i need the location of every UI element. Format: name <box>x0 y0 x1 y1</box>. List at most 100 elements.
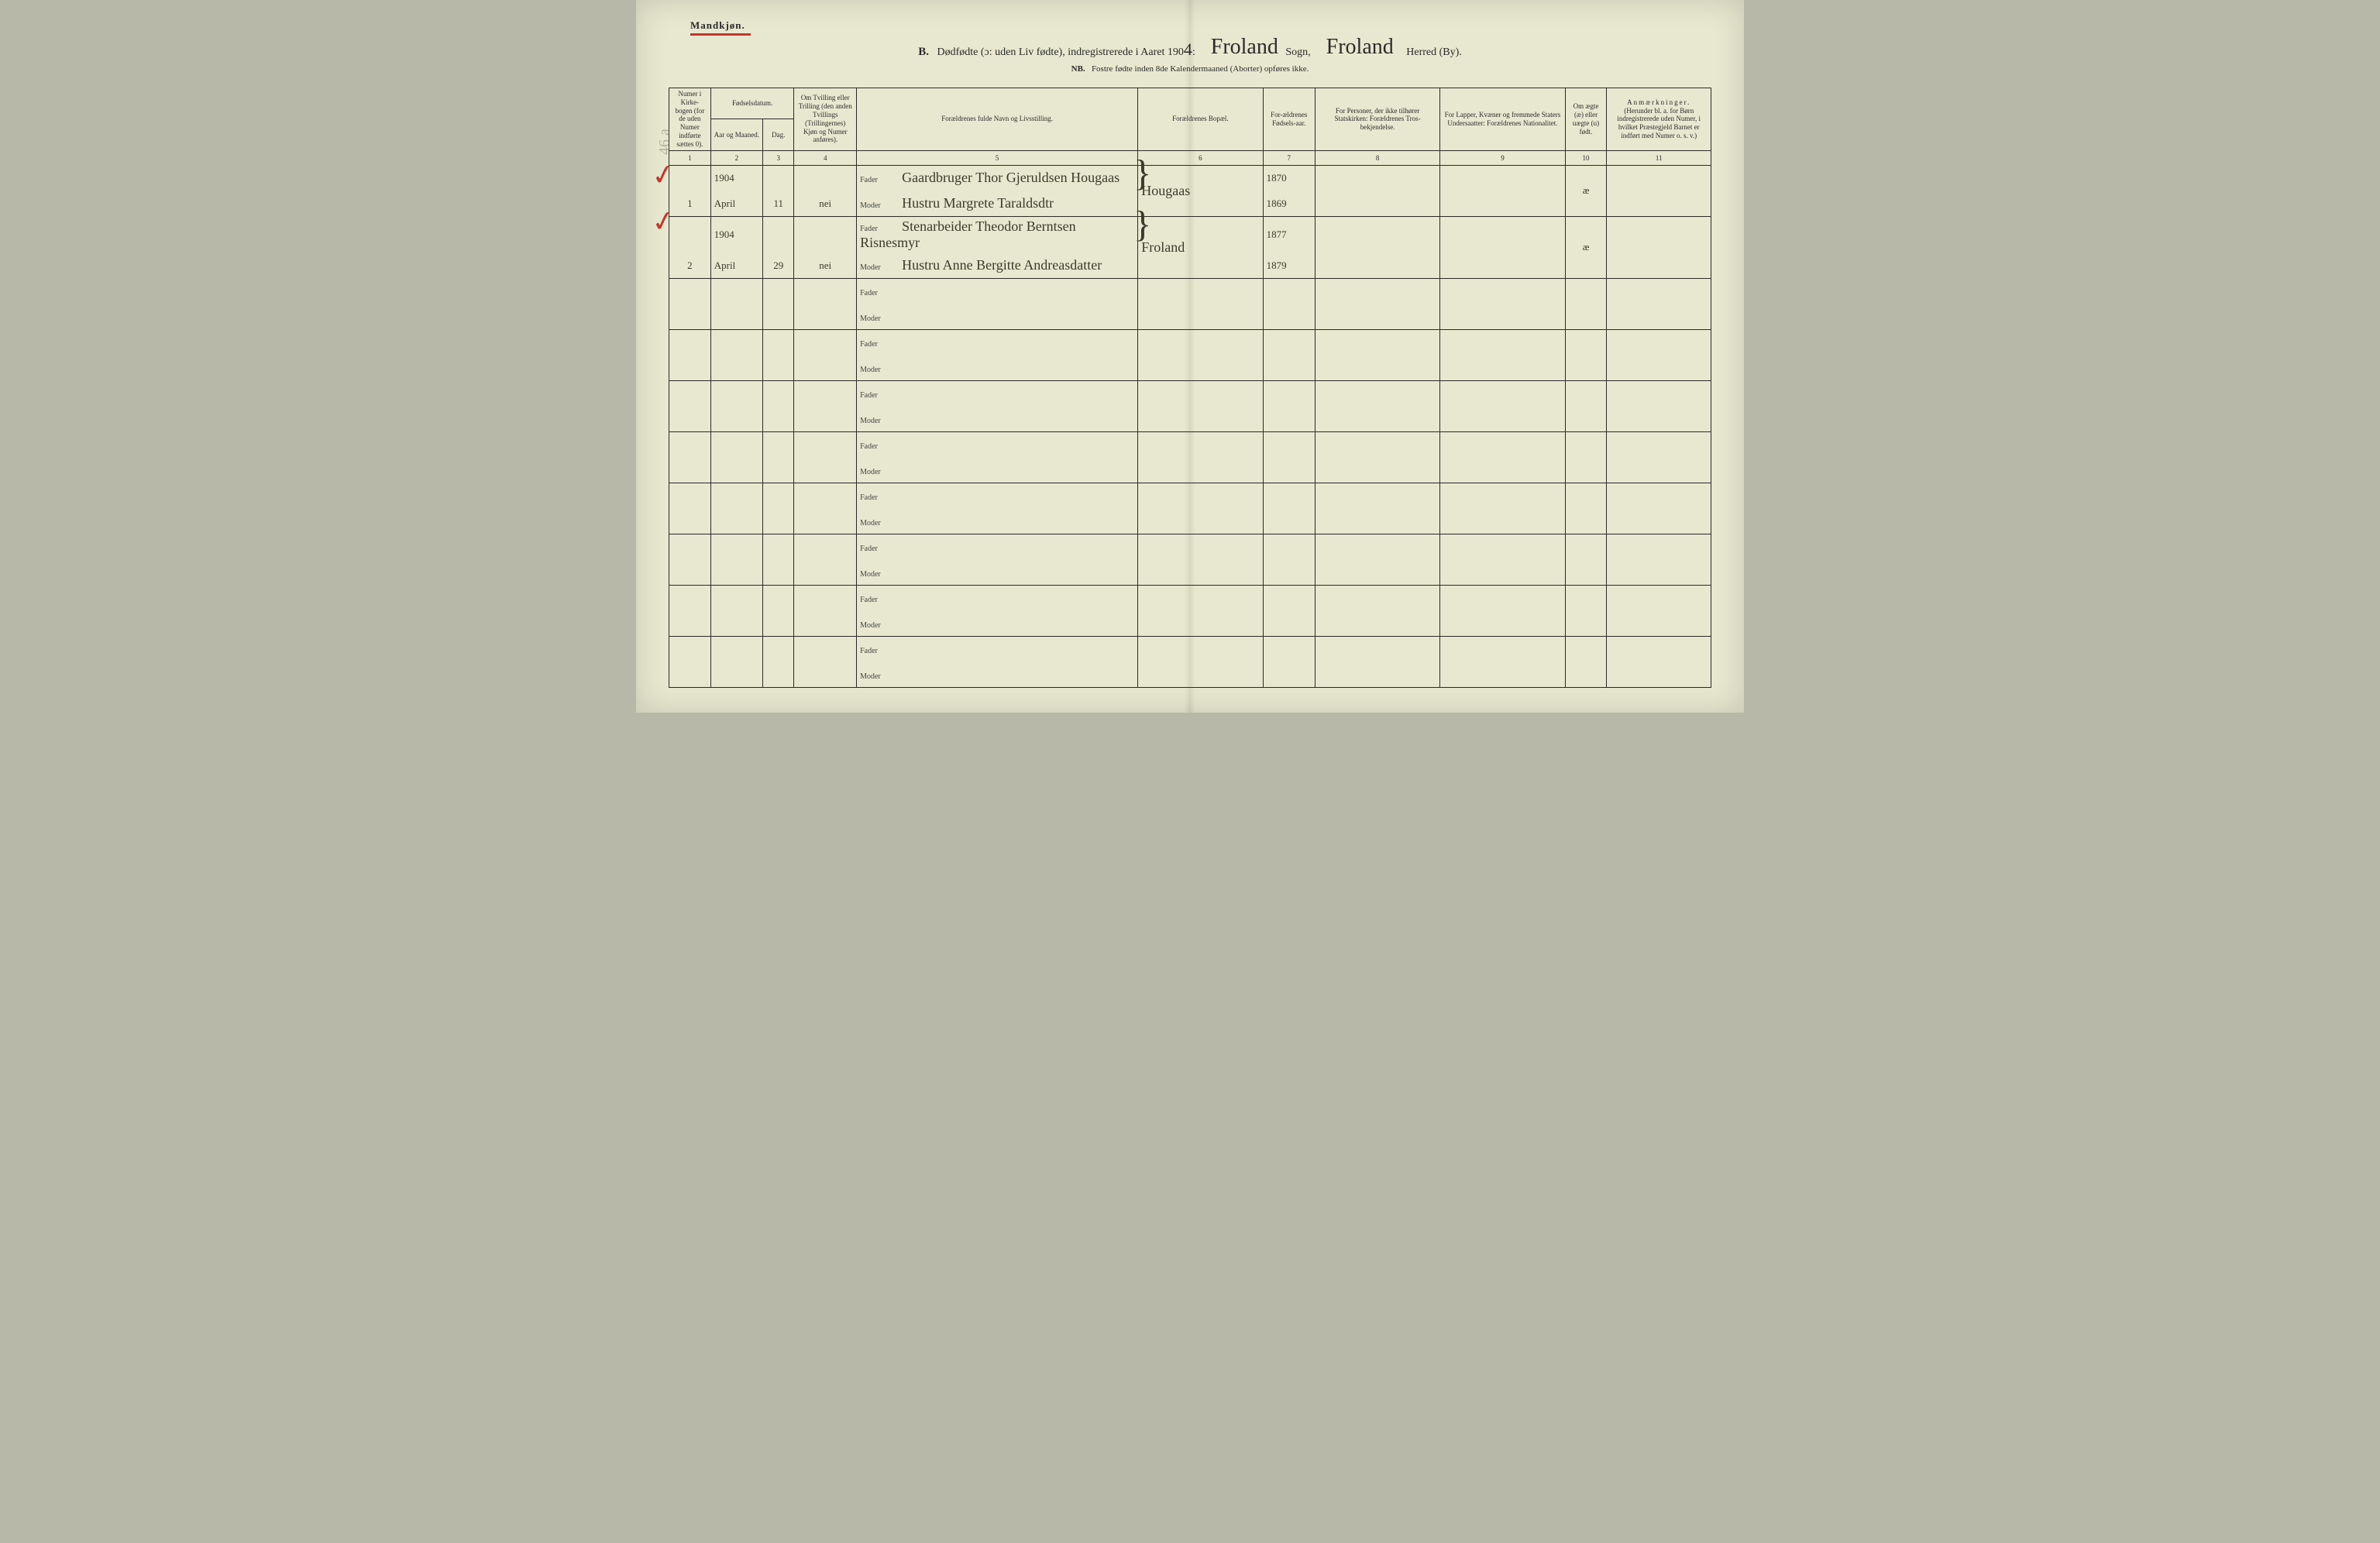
colnum-row: 1 2 3 4 5 6 7 8 9 10 11 <box>669 150 1711 165</box>
num-cell <box>669 457 711 483</box>
twin-cell-blank <box>794 165 857 191</box>
fader-label: Fader <box>860 545 902 553</box>
tros-cell <box>1315 329 1439 380</box>
col-7-head: For-ældrenes Fødsels-aar. <box>1263 88 1315 151</box>
subtitle-nb: NB. <box>1071 64 1085 74</box>
month-cell: April <box>710 253 762 278</box>
day-cell <box>763 406 794 431</box>
twin-cell <box>794 355 857 380</box>
day-cell-blank <box>763 380 794 406</box>
num-cell <box>669 406 711 431</box>
fader-cell: Fader <box>857 636 1138 662</box>
aegte-cell <box>1565 329 1607 380</box>
day-cell <box>763 610 794 636</box>
moder-label: Moder <box>860 201 902 210</box>
aegte-cell <box>1565 380 1607 431</box>
num-cell <box>669 304 711 329</box>
col-10-head: Om ægte (æ) eller uægte (u) født. <box>1565 88 1607 151</box>
moder-cell: Moder <box>857 559 1138 585</box>
table-row: 1904FaderGaardbruger Thor Gjeruldsen Hou… <box>669 165 1711 191</box>
num-cell: 2 <box>669 253 711 278</box>
bopael-cell <box>1138 278 1263 329</box>
anm-cell <box>1607 585 1711 636</box>
colnum-3: 3 <box>763 150 794 165</box>
header-row-1: Numer i Kirke-bogen (for de uden Numer i… <box>669 88 1711 119</box>
colnum-2: 2 <box>710 150 762 165</box>
moder-aar-cell <box>1263 610 1315 636</box>
day-cell <box>763 662 794 687</box>
nat-cell <box>1440 329 1565 380</box>
moder-cell: Moder <box>857 457 1138 483</box>
twin-cell-blank <box>794 585 857 610</box>
twin-cell-blank <box>794 431 857 457</box>
anm-cell <box>1607 380 1711 431</box>
table-row: Fader <box>669 329 1711 355</box>
moder-aar-cell <box>1263 662 1315 687</box>
fader-cell: Fader <box>857 329 1138 355</box>
day-cell <box>763 304 794 329</box>
moder-aar-cell <box>1263 559 1315 585</box>
day-cell-blank <box>763 585 794 610</box>
table-row: Fader <box>669 636 1711 662</box>
moder-aar-cell: 1869 <box>1263 191 1315 216</box>
tros-cell <box>1315 636 1439 687</box>
moder-name: Hustru Anne Bergitte Andreasdatter <box>902 257 1102 273</box>
table-body: 1904FaderGaardbruger Thor Gjeruldsen Hou… <box>669 165 1711 687</box>
year-cell <box>710 431 762 457</box>
twin-cell-blank <box>794 329 857 355</box>
tros-cell <box>1315 431 1439 483</box>
day-cell-blank <box>763 329 794 355</box>
colnum-10: 10 <box>1565 150 1607 165</box>
fader-label: Fader <box>860 596 902 604</box>
table-row: Fader <box>669 380 1711 406</box>
year-cell: 1904 <box>710 165 762 191</box>
sogn-label: Sogn, <box>1285 46 1310 58</box>
anm-cell <box>1607 534 1711 585</box>
table-row: Fader <box>669 585 1711 610</box>
moder-aar-cell <box>1263 457 1315 483</box>
moder-cell: Moder <box>857 406 1138 431</box>
col-11-title: Anmærkninger. <box>1627 98 1690 106</box>
fader-label: Fader <box>860 391 902 400</box>
nat-cell <box>1440 380 1565 431</box>
num-cell <box>669 508 711 534</box>
fader-aar-cell <box>1263 329 1315 355</box>
fader-label: Fader <box>860 225 902 233</box>
colnum-9: 9 <box>1440 150 1565 165</box>
colnum-1: 1 <box>669 150 711 165</box>
twin-cell <box>794 457 857 483</box>
title-text: Dødfødte (ɔ: uden Liv fødte), indregistr… <box>937 46 1183 58</box>
table-row: Fader <box>669 278 1711 304</box>
tros-cell <box>1315 585 1439 636</box>
month-cell <box>710 662 762 687</box>
moder-label: Moder <box>860 672 902 681</box>
subtitle-text: Fostre fødte inden 8de Kalendermaaned (A… <box>1092 64 1309 74</box>
nat-cell <box>1440 165 1565 216</box>
nat-cell <box>1440 431 1565 483</box>
fader-label: Fader <box>860 442 902 451</box>
month-cell <box>710 559 762 585</box>
twin-cell-blank <box>794 216 857 253</box>
day-cell-blank <box>763 216 794 253</box>
fader-label: Fader <box>860 340 902 349</box>
day-cell-blank <box>763 636 794 662</box>
aegte-cell <box>1565 636 1607 687</box>
twin-cell: nei <box>794 253 857 278</box>
fader-aar-cell <box>1263 636 1315 662</box>
col-4-head: Om Tvilling eller Trilling (den anden Tv… <box>794 88 857 151</box>
tros-cell <box>1315 534 1439 585</box>
table-row: Fader <box>669 534 1711 559</box>
num-cell <box>669 559 711 585</box>
moder-label: Moder <box>860 519 902 528</box>
twin-cell-blank <box>794 636 857 662</box>
fader-cell: Fader <box>857 278 1138 304</box>
red-underline <box>690 33 751 36</box>
gender-label: Mandkjøn. <box>690 19 751 36</box>
tros-cell <box>1315 380 1439 431</box>
num-cell <box>669 329 711 355</box>
nat-cell <box>1440 483 1565 534</box>
anm-cell <box>1607 636 1711 687</box>
fader-cell: Fader <box>857 380 1138 406</box>
tros-cell <box>1315 165 1439 216</box>
fader-cell: Fader <box>857 585 1138 610</box>
